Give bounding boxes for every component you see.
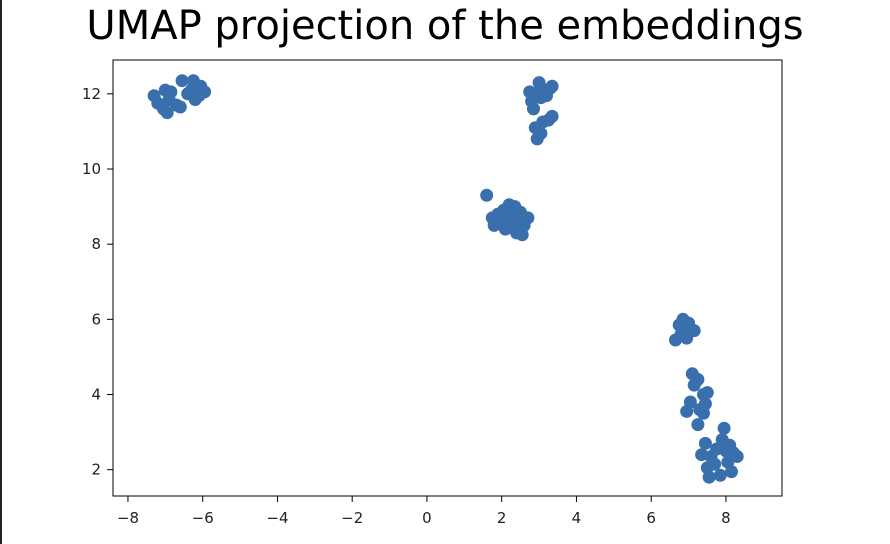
scatter-point bbox=[708, 457, 722, 471]
chart-title: UMAP projection of the embeddings bbox=[86, 3, 804, 49]
x-tick-label: 2 bbox=[497, 509, 507, 527]
scatter-point bbox=[680, 404, 694, 418]
x-axis: −8 −6 −4 −2 0 2 4 6 8 bbox=[117, 496, 731, 527]
scatter-point bbox=[198, 85, 212, 99]
scatter-point bbox=[160, 106, 174, 120]
scatter-point bbox=[164, 85, 178, 99]
scatter-point bbox=[687, 324, 701, 338]
scatter-point bbox=[534, 126, 548, 140]
scatter-point bbox=[702, 470, 716, 484]
x-tick-label: 0 bbox=[422, 509, 432, 527]
x-tick-label: 8 bbox=[721, 509, 731, 527]
scatter-point bbox=[691, 373, 705, 386]
scatter-point bbox=[697, 406, 710, 420]
x-tick-label: −4 bbox=[266, 509, 288, 527]
x-tick-label: −2 bbox=[341, 509, 363, 527]
y-axis: 2 4 6 8 10 12 bbox=[82, 85, 113, 479]
scatter-point bbox=[730, 450, 744, 463]
x-tick-label: −6 bbox=[192, 509, 214, 527]
scatter-point bbox=[713, 468, 727, 482]
scatter-point bbox=[691, 418, 705, 432]
y-tick-label: 2 bbox=[91, 461, 101, 479]
scatter-point bbox=[545, 109, 559, 123]
window-left-border bbox=[0, 0, 2, 544]
y-tick-label: 12 bbox=[82, 85, 101, 103]
y-tick-label: 8 bbox=[91, 235, 101, 253]
scatter-point bbox=[521, 211, 535, 225]
scatter-point bbox=[510, 226, 524, 240]
y-tick-label: 6 bbox=[91, 310, 101, 328]
scatter-point bbox=[717, 421, 731, 435]
x-tick-label: 6 bbox=[646, 509, 656, 527]
y-tick-label: 10 bbox=[82, 160, 101, 178]
scatter-point bbox=[175, 74, 189, 88]
scatter-point bbox=[545, 79, 559, 93]
scatter-point bbox=[725, 465, 738, 479]
x-tick-label: −8 bbox=[117, 509, 139, 527]
scatter-point bbox=[527, 102, 540, 116]
scatter-point bbox=[173, 100, 187, 114]
y-tick-label: 4 bbox=[91, 386, 101, 404]
scatter-point bbox=[698, 436, 712, 450]
x-tick-label: 4 bbox=[572, 509, 582, 527]
scatter-point bbox=[700, 386, 714, 400]
scatter-point bbox=[480, 188, 494, 202]
plot-area-frame bbox=[112, 59, 783, 497]
points-layer bbox=[147, 74, 744, 484]
